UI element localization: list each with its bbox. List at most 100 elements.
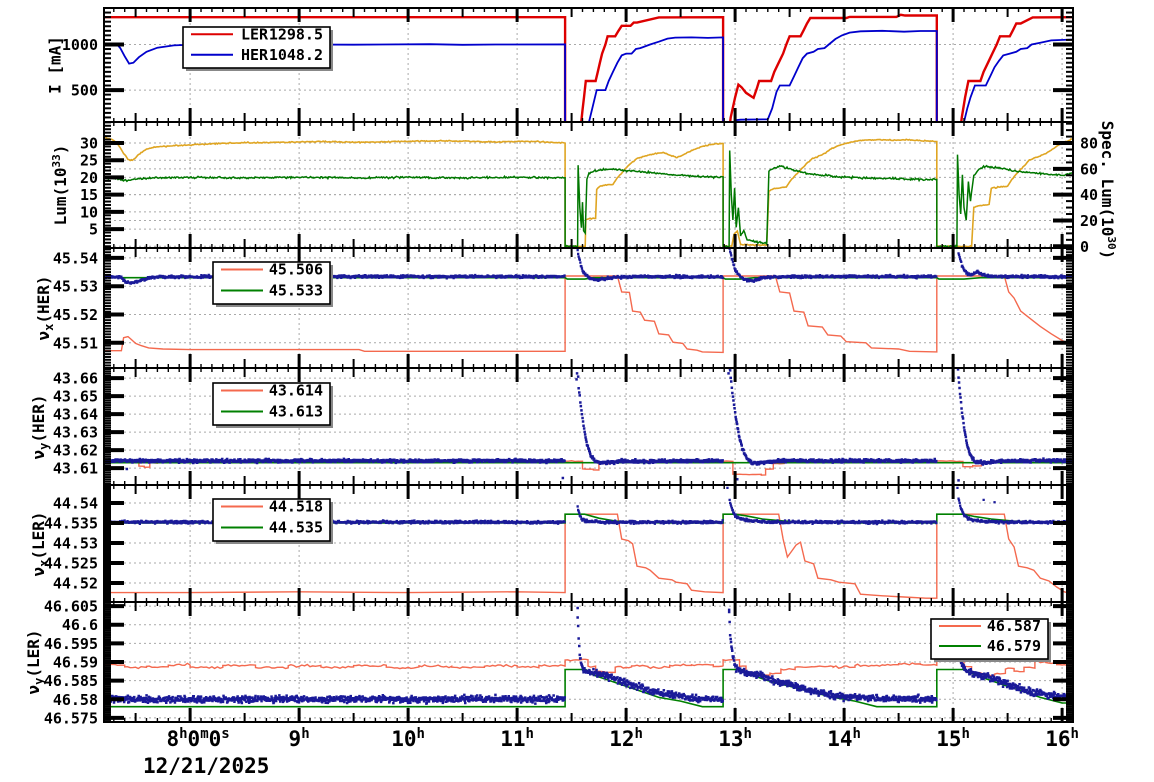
y-tick-label: 25 [80, 152, 98, 170]
series-LER current [104, 13, 1073, 122]
right-y-tick-label: 60 [1080, 160, 1098, 178]
series-nux-her-ref [104, 276, 1073, 280]
legend-value: 1048.2 [269, 46, 323, 64]
series-nuy-ler-measured [104, 606, 1073, 722]
series-nux-ler-measured [104, 486, 1073, 526]
y-tick-label: 45.53 [53, 278, 98, 296]
y-tick-label: 45.51 [53, 334, 98, 352]
y-tick-label: 43.66 [53, 370, 98, 388]
series-specific-luminosity [104, 150, 1073, 248]
right-y-tick-label: 20 [1080, 212, 1098, 230]
right-y-tick-label: 40 [1080, 186, 1098, 204]
y-tick-label: 43.61 [53, 460, 98, 478]
series-group [104, 486, 1073, 599]
y-tick-label: 44.53 [53, 535, 98, 553]
y-tick-label: 1000 [62, 36, 98, 54]
panel-nuy-her: 43.6143.6243.6343.6443.6543.6643.61443.6… [53, 367, 1074, 486]
y-tick-label: 46.575 [44, 709, 98, 727]
y-tick-label: 46.605 [44, 598, 98, 616]
right-y-axis-title: Spec. Lum(1030) [1097, 120, 1119, 260]
y-tick-label: 43.62 [53, 442, 98, 460]
y-axis-title-nuy-ler: νy(LER) [23, 629, 47, 695]
y-tick-label: 44.54 [53, 495, 98, 513]
y-tick-label: 45.54 [53, 249, 98, 267]
series-nux-ler-set [104, 513, 1073, 599]
legend-value: 44.518 [269, 498, 323, 516]
right-y-tick-label: 0 [1080, 238, 1089, 256]
series-group [104, 13, 1073, 122]
x-tick-label: 16h [1045, 726, 1079, 751]
series-luminosity [104, 136, 1073, 248]
legend-value: 45.506 [269, 261, 323, 279]
panel-nux-ler: 44.52 44.525 44.53 44.535 44.54 44.518 44.535 [44, 484, 1074, 603]
y-tick-label: 44.525 [44, 555, 98, 573]
legend-value: 44.535 [269, 519, 323, 537]
x-tick-label: 12h [609, 726, 643, 751]
legend-nuy-ler: 46.587 46.579 [930, 617, 1051, 662]
y-tick-label: 43.63 [53, 424, 98, 442]
y-axis-title-luminosity: Lum(1033) [49, 144, 71, 226]
legend-value: 46.579 [987, 637, 1041, 655]
x-tick-label: 11h [500, 726, 534, 751]
y-tick-label: 15 [80, 186, 98, 204]
series-group [104, 248, 1073, 354]
y-tick-labels: 44.52 44.525 44.53 44.535 44.54 [44, 495, 98, 593]
date-label: 12/21/2025 [143, 754, 270, 778]
legend-value: 46.587 [987, 617, 1041, 635]
series-group [104, 368, 1073, 482]
right-y-tick-label: 80 [1080, 135, 1098, 153]
panel-nuy-ler: 46.57546.5846.58546.5946.59546.646.60546… [44, 598, 1074, 728]
y-axis-title-nux-ler: νx(LER) [28, 510, 52, 577]
y-tick-label: 46.595 [44, 635, 98, 653]
y-tick-label: 10 [80, 203, 98, 221]
legend-nuy-her: 43.614 43.613 [212, 382, 333, 428]
y-tick-label: 46.585 [44, 672, 98, 690]
legend-value: 43.613 [269, 403, 323, 421]
y-tick-label: 500 [71, 82, 98, 100]
series-nux-her-measured [104, 248, 1073, 285]
y-tick-label: 46.58 [53, 691, 98, 709]
series-HER current [104, 29, 1073, 122]
y-tick-label: 44.535 [44, 515, 98, 533]
legend-nux-ler: 44.518 44.535 [212, 498, 333, 544]
x-tick-label: 9h [288, 726, 310, 751]
y-axis-title-nuy-her: νy(HER) [28, 393, 52, 460]
y-tick-labels: 500 1000 [62, 36, 98, 100]
y-tick-label: 43.65 [53, 388, 98, 406]
y-tick-label: 20 [80, 169, 98, 187]
legend-label: HER [241, 46, 269, 64]
y-tick-label: 43.64 [53, 406, 98, 424]
panel-nux-her: 45.51 45.52 45.53 45.54 45.506 45.533 [53, 247, 1074, 369]
y-tick-label: 30 [80, 135, 98, 153]
legend-nux-her: 45.506 45.533 [212, 261, 333, 307]
y-tick-label: 46.6 [62, 616, 98, 634]
x-tick-label: 13h [718, 726, 752, 751]
legend-value: 43.614 [269, 382, 323, 400]
y-tick-label: 45.52 [53, 306, 98, 324]
y-axis-title-beam-current: I [mA] [45, 36, 65, 94]
y-tick-label: 44.52 [53, 575, 98, 593]
y-tick-label: 5 [89, 221, 98, 239]
x-tick-label: 15h [936, 726, 970, 751]
series-nux-ler-ref [104, 513, 1073, 524]
x-tick-label: 14h [827, 726, 861, 751]
x-tick-label: 8h0m0s [166, 726, 230, 751]
panel-frame [103, 601, 1074, 723]
legend-value: 45.533 [269, 282, 323, 300]
series-group [104, 606, 1073, 722]
y-axis-title-nux-her: νx(HER) [33, 275, 57, 341]
legend-label: LER [241, 25, 269, 43]
legend-value: 1298.5 [269, 25, 323, 43]
series-group [104, 136, 1073, 248]
y-tick-label: 46.59 [53, 654, 98, 672]
y-tick-labels: 45.51 45.52 45.53 45.54 [53, 249, 98, 352]
axis-ticks [104, 601, 1074, 723]
